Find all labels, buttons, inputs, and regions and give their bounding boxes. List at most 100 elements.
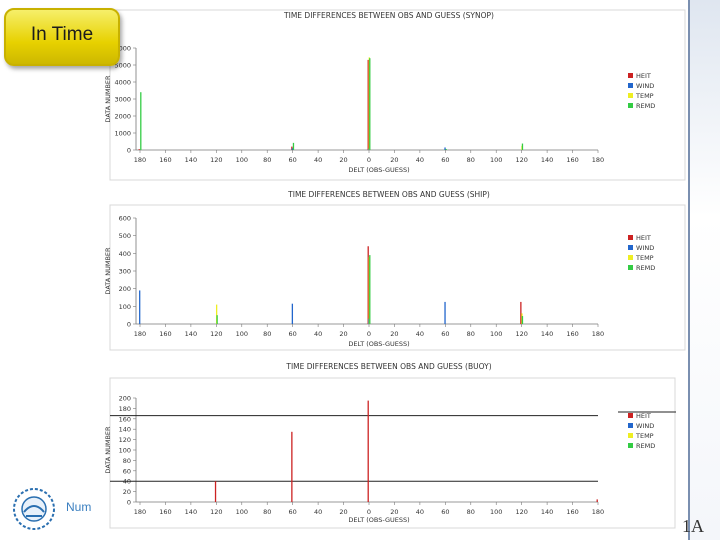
x-tick-label: 40: [416, 508, 424, 516]
agency-logo-icon: [13, 488, 55, 530]
legend-label: HEIT: [636, 234, 651, 242]
legend-swatch-remd: [628, 103, 633, 108]
x-tick-label: 40: [416, 330, 424, 338]
legend-label: TEMP: [635, 254, 654, 262]
x-tick-label: 160: [566, 156, 578, 164]
chart-panel-1: TIME DIFFERENCES BETWEEN OBS AND GUESS (…: [104, 9, 686, 181]
x-tick-label: 100: [490, 508, 502, 516]
legend-swatch-temp: [628, 93, 633, 98]
legend-label: REMD: [636, 264, 655, 272]
chart-panel-3: TIME DIFFERENCES BETWEEN OBS AND GUESS (…: [104, 362, 676, 529]
y-tick-label: 100: [119, 447, 131, 455]
y-tick-label: 120: [119, 436, 131, 444]
x-tick-label: 160: [159, 330, 171, 338]
x-tick-label: 160: [159, 156, 171, 164]
x-tick-label: 140: [541, 508, 553, 516]
legend-label: REMD: [636, 442, 655, 450]
x-tick-label: 180: [134, 330, 146, 338]
legend-swatch-remd: [628, 265, 633, 270]
right-edge-panel: [688, 0, 720, 540]
x-tick-label: 140: [541, 156, 553, 164]
chart-title: TIME DIFFERENCES BETWEEN OBS AND GUESS (…: [285, 362, 491, 371]
x-axis-label: DELT (OBS-GUESS): [348, 340, 409, 348]
y-tick-label: 100: [119, 303, 131, 311]
y-tick-label: 60: [123, 467, 131, 475]
x-tick-label: 80: [467, 508, 475, 516]
x-tick-label: 40: [314, 508, 322, 516]
legend-swatch-wind: [628, 83, 633, 88]
y-tick-label: 3000: [114, 96, 131, 104]
x-tick-label: 100: [236, 330, 248, 338]
corner-label: 1A: [682, 516, 704, 536]
x-tick-label: 20: [339, 330, 347, 338]
legend-label: REMD: [636, 102, 655, 110]
x-tick-label: 0: [367, 330, 371, 338]
x-tick-label: 100: [236, 508, 248, 516]
legend-swatch-wind: [628, 245, 633, 250]
legend-label: TEMP: [635, 432, 654, 440]
x-tick-label: 120: [210, 156, 222, 164]
x-tick-label: 20: [339, 508, 347, 516]
x-tick-label: 140: [185, 156, 197, 164]
y-tick-label: 400: [119, 250, 131, 258]
chart-title: TIME DIFFERENCES BETWEEN OBS AND GUESS (…: [287, 190, 490, 199]
y-tick-label: 160: [119, 415, 131, 423]
x-tick-label: 40: [314, 156, 322, 164]
legend-swatch-temp: [628, 255, 633, 260]
x-tick-label: 80: [263, 156, 271, 164]
x-tick-label: 180: [592, 508, 604, 516]
panel-frame: [109, 204, 686, 351]
y-tick-label: 600: [119, 215, 131, 223]
legend-swatch-remd: [628, 443, 633, 448]
x-tick-label: 40: [314, 330, 322, 338]
y-tick-label: 140: [119, 426, 131, 434]
y-tick-label: 200: [119, 395, 131, 403]
y-tick-label: 300: [119, 268, 131, 276]
x-tick-label: 20: [390, 156, 398, 164]
x-tick-label: 140: [185, 330, 197, 338]
x-tick-label: 0: [367, 156, 371, 164]
x-tick-label: 60: [441, 330, 449, 338]
y-tick-label: 80: [123, 457, 131, 465]
y-axis-label: DATA NUMBER: [104, 426, 112, 474]
y-tick-label: 0: [127, 499, 131, 507]
x-tick-label: 60: [289, 330, 297, 338]
x-tick-label: 40: [416, 156, 424, 164]
panel-frame: [109, 377, 676, 529]
x-tick-label: 100: [490, 330, 502, 338]
x-tick-label: 80: [467, 330, 475, 338]
in-time-badge: In Time: [4, 8, 120, 66]
slide-frame: [0, 0, 688, 540]
x-tick-label: 60: [289, 156, 297, 164]
panel-frame: [109, 9, 686, 181]
legend-swatch-heit: [628, 73, 633, 78]
y-tick-label: 0: [127, 321, 131, 329]
x-tick-label: 20: [339, 156, 347, 164]
legend-swatch-temp: [628, 433, 633, 438]
x-tick-label: 120: [515, 330, 527, 338]
x-tick-label: 160: [159, 508, 171, 516]
legend-label: TEMP: [635, 92, 654, 100]
y-tick-label: 2000: [114, 113, 131, 121]
y-tick-label: 20: [123, 488, 131, 496]
y-tick-label: 180: [119, 405, 131, 413]
chart-panel-2: TIME DIFFERENCES BETWEEN OBS AND GUESS (…: [104, 190, 686, 351]
y-tick-label: 0: [127, 147, 131, 155]
legend-label: WIND: [636, 422, 654, 430]
x-tick-label: 100: [490, 156, 502, 164]
legend-swatch-heit: [628, 413, 633, 418]
x-tick-label: 120: [515, 508, 527, 516]
x-tick-label: 180: [592, 330, 604, 338]
x-tick-label: 60: [441, 508, 449, 516]
x-tick-label: 160: [566, 508, 578, 516]
x-tick-label: 0: [367, 508, 371, 516]
charts-canvas: TIME DIFFERENCES BETWEEN OBS AND GUESS (…: [104, 9, 686, 529]
x-tick-label: 140: [185, 508, 197, 516]
y-tick-label: 5000: [114, 62, 131, 70]
x-tick-label: 180: [592, 156, 604, 164]
x-tick-label: 80: [263, 330, 271, 338]
y-axis-label: DATA NUMBER: [104, 247, 112, 295]
badge-label: In Time: [30, 24, 94, 45]
y-tick-label: 200: [119, 285, 131, 293]
footer-link[interactable]: Num: [66, 500, 92, 514]
